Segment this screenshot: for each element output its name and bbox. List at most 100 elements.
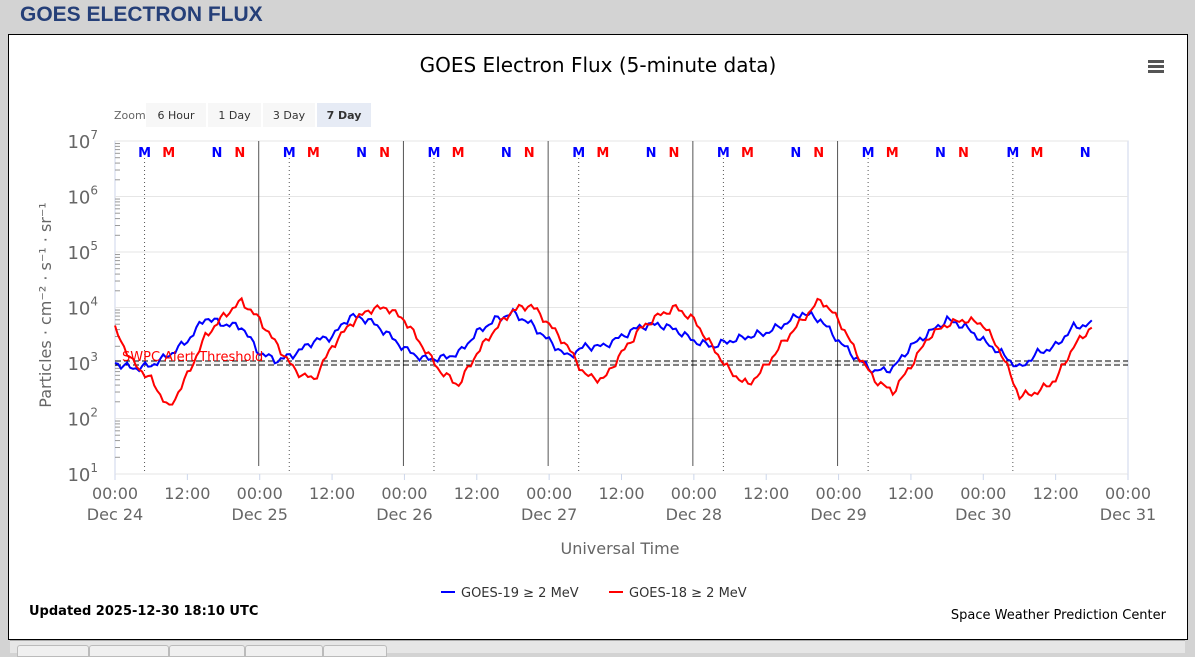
x-tick-time: 12:00 [743,484,789,503]
x-tick-date: Dec 30 [955,505,1011,524]
marker-M: M [452,146,465,161]
updated-timestamp: Updated 2025-12-30 18:10 UTC [29,604,258,619]
marker-N: N [1080,146,1091,161]
marker-N: N [669,146,680,161]
x-tick-time: 00:00 [526,484,572,503]
series-line-goes-18 [114,296,1093,406]
marker-M: M [717,146,730,161]
threshold-label: SWPC Alert Threshold [122,350,263,365]
y-tick-exponent: 5 [90,239,98,253]
marker-M: M [596,146,609,161]
marker-M: M [862,146,875,161]
legend-item[interactable]: GOES-18 ≥ 2 MeV [609,586,747,601]
y-tick-exponent: 4 [90,295,98,309]
zoom-button-label[interactable]: 7 Day [327,109,362,122]
y-axis-label: Particles · cm⁻² · s⁻¹ · sr⁻¹ [36,202,55,407]
legend-label[interactable]: GOES-18 ≥ 2 MeV [629,586,747,601]
x-tick-date: Dec 31 [1100,505,1156,524]
zoom-button-6-hour[interactable]: 6 Hour [146,103,206,127]
x-tick-time: 00:00 [237,484,283,503]
hamburger-menu-icon[interactable] [1148,60,1164,63]
x-tick-time: 12:00 [309,484,355,503]
credit-text: Space Weather Prediction Center [951,608,1167,623]
marker-N: N [646,146,657,161]
x-tick-date: Dec 25 [232,505,288,524]
marker-M: M [572,146,585,161]
y-tick-label: 103 [67,350,98,375]
hamburger-menu-icon-bar [1148,65,1164,68]
marker-M: M [307,146,320,161]
y-tick-label: 107 [67,128,98,153]
zoom-button-label[interactable]: 1 Day [218,109,251,122]
x-tick-date: Dec 28 [666,505,722,524]
marker-N: N [524,146,535,161]
legend-item[interactable]: GOES-19 ≥ 2 MeV [441,586,579,601]
bottom-tab[interactable] [89,645,169,657]
y-tick-label: 101 [67,461,98,486]
x-tick-time: 12:00 [888,484,934,503]
x-tick-time: 00:00 [671,484,717,503]
marker-M: M [138,146,151,161]
zoom-button-bg[interactable] [263,103,315,127]
series-line-goes-19 [114,307,1093,375]
bottom-tab[interactable] [245,645,323,657]
zoom-button-bg[interactable] [146,103,206,127]
bottom-tab[interactable] [323,645,387,657]
x-axis-label: Universal Time [560,539,679,558]
zoom-button-label[interactable]: 6 Hour [158,109,195,122]
zoom-button-1-day[interactable]: 1 Day [208,103,261,127]
x-tick-time: 00:00 [816,484,862,503]
bottom-tab[interactable] [17,645,89,657]
marker-M: M [741,146,754,161]
hamburger-menu-icon-bar [1148,70,1164,73]
y-tick-label: 105 [67,239,98,264]
marker-M: M [283,146,296,161]
x-tick-time: 12:00 [1033,484,1079,503]
marker-N: N [211,146,222,161]
zoom-button-3-day[interactable]: 3 Day [263,103,315,127]
legend-label[interactable]: GOES-19 ≥ 2 MeV [461,586,579,601]
menu-button[interactable] [1148,60,1164,73]
zoom-button-bg[interactable] [208,103,261,127]
marker-M: M [886,146,899,161]
marker-N: N [501,146,512,161]
y-tick-exponent: 3 [90,350,98,364]
y-tick-exponent: 2 [90,406,98,420]
x-tick-time: 12:00 [598,484,644,503]
marker-M: M [1006,146,1019,161]
marker-N: N [379,146,390,161]
x-tick-time: 12:00 [164,484,210,503]
x-tick-date: Dec 29 [810,505,866,524]
zoom-button-7-day[interactable]: 7 Day [317,103,371,127]
zoom-button-bg[interactable] [317,103,371,127]
zoom-label: Zoom [114,109,146,122]
marker-M: M [162,146,175,161]
marker-N: N [234,146,245,161]
x-tick-date: Dec 27 [521,505,577,524]
marker-N: N [790,146,801,161]
y-tick-exponent: 1 [90,461,98,475]
x-tick-date: Dec 24 [87,505,143,524]
marker-N: N [813,146,824,161]
x-tick-date: Dec 26 [376,505,432,524]
marker-M: M [428,146,441,161]
x-tick-time: 00:00 [1105,484,1151,503]
x-tick-time: 12:00 [454,484,500,503]
x-tick-time: 00:00 [92,484,138,503]
y-tick-label: 106 [67,184,98,209]
y-tick-label: 102 [67,406,98,431]
marker-M: M [1030,146,1043,161]
y-tick-exponent: 6 [90,184,98,198]
bottom-tab[interactable] [169,645,245,657]
marker-N: N [356,146,367,161]
zoom-button-label[interactable]: 3 Day [273,109,306,122]
y-tick-exponent: 7 [90,128,98,142]
y-tick-label: 104 [67,295,98,320]
x-tick-time: 00:00 [381,484,427,503]
marker-N: N [958,146,969,161]
page-title: GOES ELECTRON FLUX [20,3,263,26]
chart-title: GOES Electron Flux (5-minute data) [420,53,777,77]
marker-N: N [935,146,946,161]
x-tick-time: 00:00 [960,484,1006,503]
